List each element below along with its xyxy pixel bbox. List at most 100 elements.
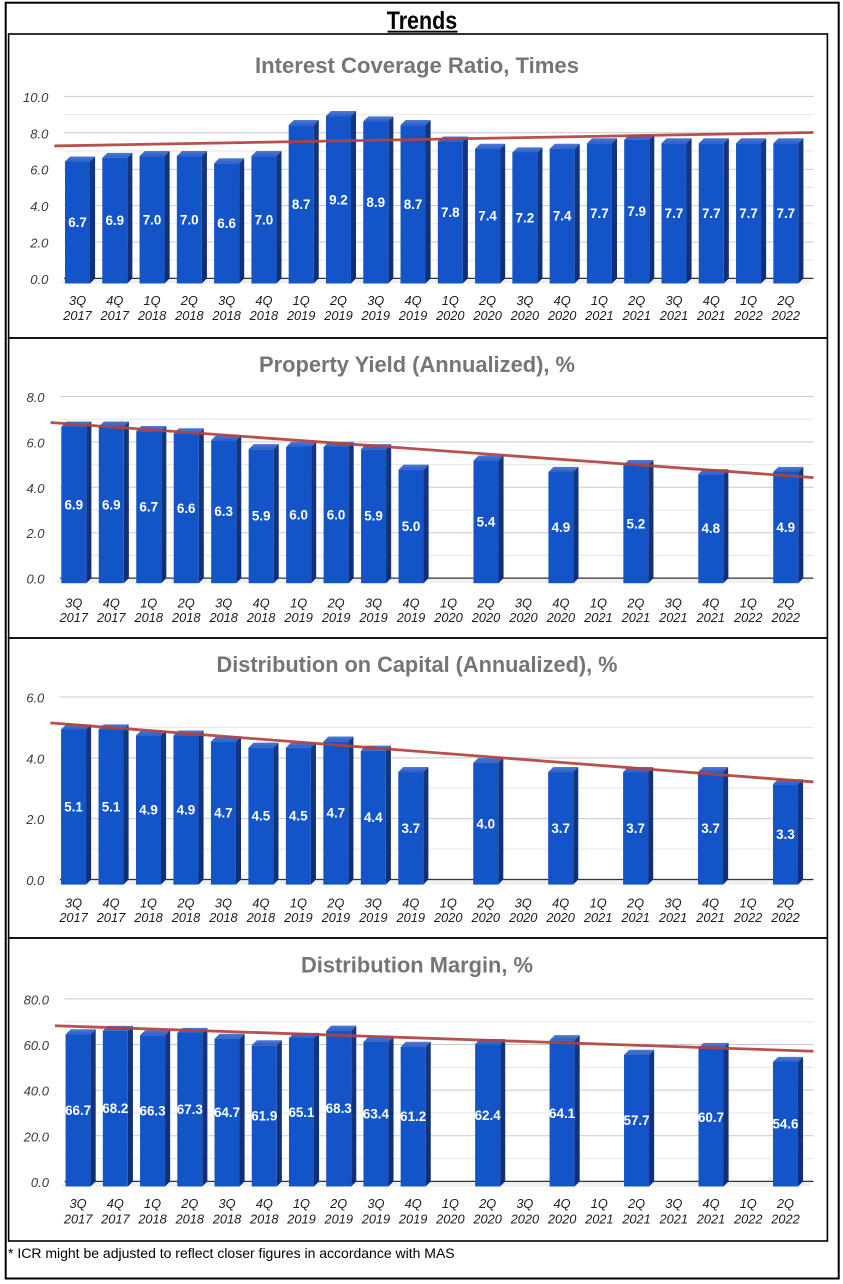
svg-text:3Q: 3Q <box>516 293 533 308</box>
svg-text:2019: 2019 <box>361 1212 390 1227</box>
svg-text:3Q: 3Q <box>665 293 682 308</box>
svg-text:2017: 2017 <box>96 610 126 625</box>
svg-text:6.7: 6.7 <box>139 500 158 515</box>
svg-text:1Q: 1Q <box>140 596 157 611</box>
svg-text:2021: 2021 <box>658 610 687 625</box>
svg-text:2021: 2021 <box>583 610 612 625</box>
svg-text:7.0: 7.0 <box>255 212 274 227</box>
svg-text:60.7: 60.7 <box>698 1110 724 1125</box>
svg-text:2Q: 2Q <box>776 596 794 611</box>
svg-text:2018: 2018 <box>246 610 276 625</box>
svg-text:8.7: 8.7 <box>404 197 423 212</box>
svg-text:5.9: 5.9 <box>364 509 383 524</box>
svg-text:3Q: 3Q <box>365 596 382 611</box>
svg-text:2Q: 2Q <box>478 293 496 308</box>
svg-text:1Q: 1Q <box>591 1196 608 1211</box>
svg-text:7.7: 7.7 <box>665 206 684 221</box>
svg-text:3.3: 3.3 <box>776 827 795 842</box>
svg-text:2019: 2019 <box>286 308 315 323</box>
svg-text:2Q: 2Q <box>626 596 644 611</box>
svg-text:2019: 2019 <box>286 1212 315 1227</box>
svg-text:2021: 2021 <box>695 910 724 925</box>
svg-text:7.7: 7.7 <box>702 206 721 221</box>
svg-text:10.0: 10.0 <box>23 90 49 105</box>
svg-text:4.0: 4.0 <box>26 751 45 766</box>
svg-text:1Q: 1Q <box>440 596 457 611</box>
svg-text:3Q: 3Q <box>665 896 682 911</box>
svg-text:2017: 2017 <box>59 610 89 625</box>
svg-text:1Q: 1Q <box>740 596 757 611</box>
svg-text:1Q: 1Q <box>591 293 608 308</box>
svg-text:4Q: 4Q <box>404 293 421 308</box>
svg-text:2021: 2021 <box>583 910 612 925</box>
svg-text:6.9: 6.9 <box>105 213 124 228</box>
svg-text:4.5: 4.5 <box>252 809 271 824</box>
svg-text:8.7: 8.7 <box>292 197 311 212</box>
svg-text:2Q: 2Q <box>776 293 794 308</box>
svg-text:1Q: 1Q <box>590 596 607 611</box>
svg-text:5.1: 5.1 <box>102 800 121 815</box>
svg-text:3Q: 3Q <box>218 293 235 308</box>
svg-text:2019: 2019 <box>283 910 312 925</box>
svg-text:2Q: 2Q <box>776 896 794 911</box>
svg-text:3Q: 3Q <box>215 896 232 911</box>
svg-text:4.9: 4.9 <box>552 520 571 535</box>
svg-text:2018: 2018 <box>133 910 163 925</box>
svg-text:3Q: 3Q <box>70 1196 87 1211</box>
svg-text:6.6: 6.6 <box>177 501 196 516</box>
svg-text:1Q: 1Q <box>440 896 457 911</box>
svg-text:0.0: 0.0 <box>26 873 45 888</box>
svg-text:7.2: 7.2 <box>516 210 535 225</box>
svg-text:2Q: 2Q <box>329 1196 347 1211</box>
svg-text:2022: 2022 <box>770 910 799 925</box>
svg-text:2017: 2017 <box>100 1212 130 1227</box>
svg-text:1Q: 1Q <box>442 293 459 308</box>
svg-text:5.1: 5.1 <box>64 800 83 815</box>
svg-text:62.4: 62.4 <box>475 1108 502 1123</box>
svg-text:2022: 2022 <box>733 308 762 323</box>
svg-text:2018: 2018 <box>211 308 241 323</box>
svg-text:63.4: 63.4 <box>363 1107 390 1122</box>
svg-text:8.0: 8.0 <box>26 390 45 405</box>
svg-text:2018: 2018 <box>134 610 164 625</box>
svg-text:1Q: 1Q <box>290 896 307 911</box>
svg-text:4Q: 4Q <box>106 293 123 308</box>
svg-text:4.9: 4.9 <box>177 803 196 818</box>
svg-text:40.0: 40.0 <box>24 1084 50 1099</box>
svg-text:2Q: 2Q <box>329 293 347 308</box>
svg-text:8.0: 8.0 <box>30 126 49 141</box>
svg-text:0.0: 0.0 <box>30 272 49 287</box>
svg-text:2021: 2021 <box>621 308 650 323</box>
svg-text:3Q: 3Q <box>515 596 532 611</box>
svg-text:64.1: 64.1 <box>549 1106 576 1121</box>
svg-text:4.7: 4.7 <box>327 806 346 821</box>
svg-text:1Q: 1Q <box>293 293 310 308</box>
svg-text:2022: 2022 <box>733 1212 762 1227</box>
svg-text:6.7: 6.7 <box>68 215 87 230</box>
svg-text:1Q: 1Q <box>144 1196 161 1211</box>
svg-text:66.7: 66.7 <box>65 1103 91 1118</box>
svg-text:2Q: 2Q <box>478 1196 496 1211</box>
svg-text:2018: 2018 <box>208 910 238 925</box>
svg-text:64.7: 64.7 <box>214 1105 240 1120</box>
svg-text:2Q: 2Q <box>626 896 644 911</box>
svg-text:2019: 2019 <box>283 610 312 625</box>
svg-text:2.0: 2.0 <box>29 236 49 251</box>
svg-text:2020: 2020 <box>472 308 502 323</box>
svg-text:2Q: 2Q <box>176 896 194 911</box>
svg-text:2018: 2018 <box>171 610 201 625</box>
svg-text:3Q: 3Q <box>65 896 82 911</box>
svg-text:2020: 2020 <box>435 1212 465 1227</box>
svg-text:3Q: 3Q <box>69 293 86 308</box>
svg-text:Distribution on Capital (Annua: Distribution on Capital (Annualized), % <box>217 652 618 677</box>
svg-text:2020: 2020 <box>470 910 500 925</box>
svg-text:2018: 2018 <box>246 910 276 925</box>
svg-text:6.9: 6.9 <box>64 497 83 512</box>
svg-text:6.3: 6.3 <box>214 504 233 519</box>
svg-text:2019: 2019 <box>321 910 350 925</box>
svg-text:2018: 2018 <box>249 1212 279 1227</box>
svg-text:4.0: 4.0 <box>26 481 45 496</box>
svg-text:3Q: 3Q <box>65 596 82 611</box>
svg-text:2020: 2020 <box>508 610 538 625</box>
svg-text:3Q: 3Q <box>215 596 232 611</box>
